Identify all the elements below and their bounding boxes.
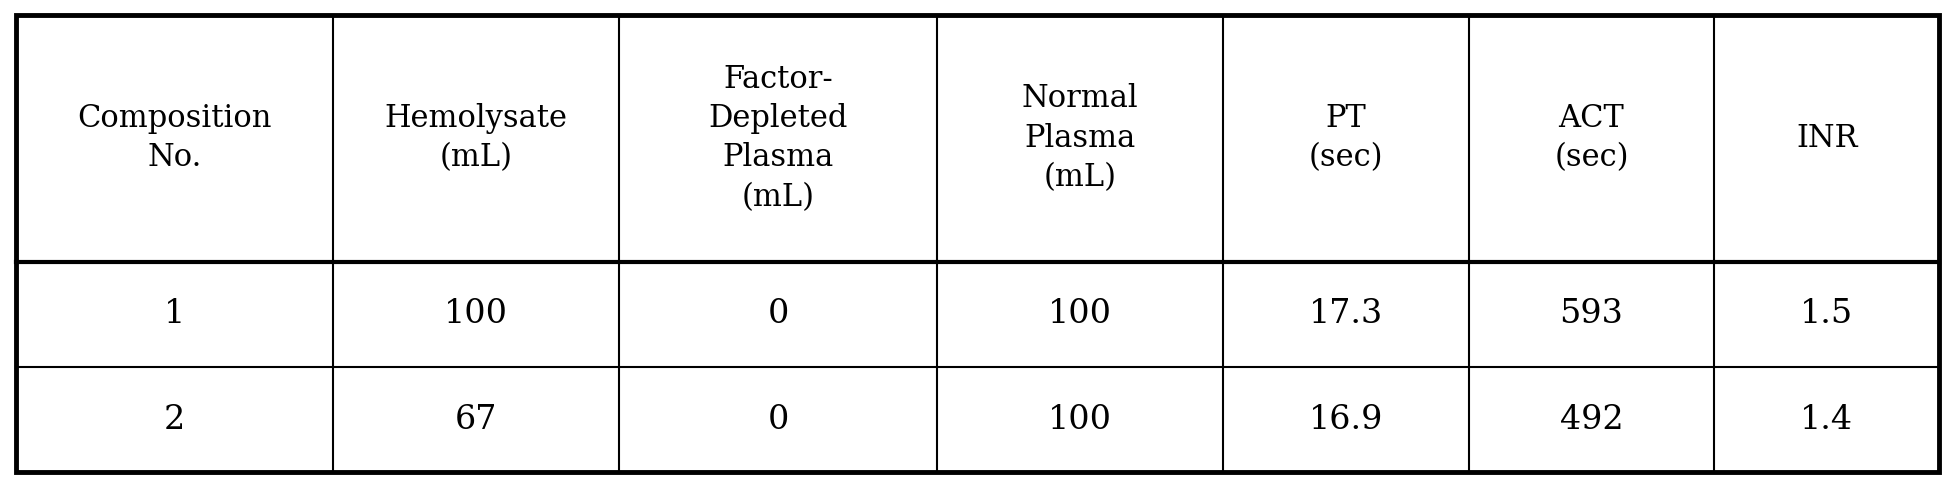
Text: INR: INR [1797, 123, 1857, 154]
Text: ACT
(sec): ACT (sec) [1554, 103, 1629, 173]
Text: 1.5: 1.5 [1801, 299, 1853, 331]
Text: 100: 100 [1048, 404, 1112, 436]
Text: 0: 0 [766, 299, 788, 331]
Text: 67: 67 [456, 404, 497, 436]
Text: Factor-
Depleted
Plasma
(mL): Factor- Depleted Plasma (mL) [708, 64, 848, 213]
Text: 100: 100 [1048, 299, 1112, 331]
Text: PT
(sec): PT (sec) [1308, 103, 1382, 173]
Text: 593: 593 [1560, 299, 1623, 331]
Text: 17.3: 17.3 [1308, 299, 1382, 331]
Text: 0: 0 [766, 404, 788, 436]
Text: 16.9: 16.9 [1308, 404, 1382, 436]
Text: 492: 492 [1560, 404, 1623, 436]
Text: 1: 1 [164, 299, 186, 331]
Text: 1.4: 1.4 [1801, 404, 1853, 436]
Text: Hemolysate
(mL): Hemolysate (mL) [385, 103, 567, 173]
Text: 2: 2 [164, 404, 186, 436]
Text: Composition
No.: Composition No. [76, 103, 272, 173]
Text: Normal
Plasma
(mL): Normal Plasma (mL) [1022, 83, 1138, 193]
Text: 100: 100 [444, 299, 508, 331]
